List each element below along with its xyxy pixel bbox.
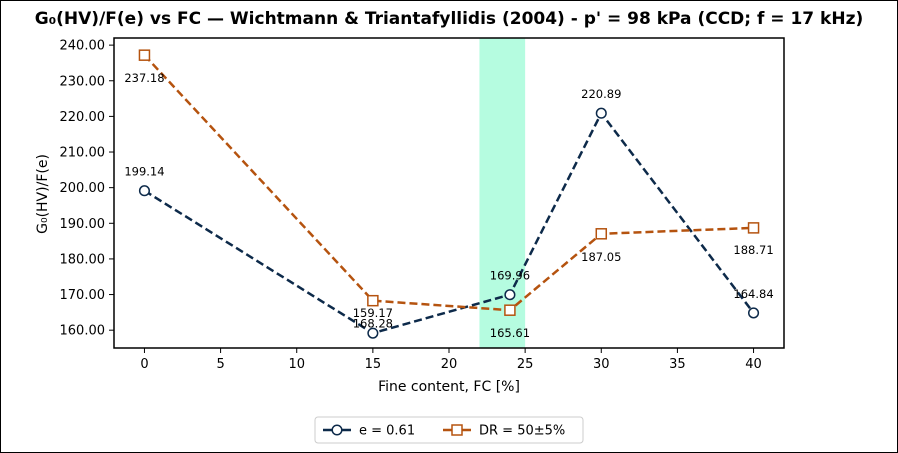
y-tick-label: 170.00 [60, 288, 106, 303]
legend-marker-square [451, 424, 463, 436]
data-label: 165.61 [490, 326, 530, 340]
y-tick-label: 160.00 [60, 324, 106, 339]
x-tick-label: 15 [365, 357, 382, 372]
data-point-square [367, 294, 379, 307]
data-point-circle [138, 185, 151, 197]
x-tick-label: 30 [593, 357, 610, 372]
x-tick-label: 25 [517, 357, 534, 372]
series-line [143, 110, 755, 335]
legend-label: DR = 50±5% [479, 424, 565, 439]
x-tick-label: 20 [441, 357, 458, 372]
legend-label: e = 0.61 [359, 424, 415, 439]
y-tick-label: 210.00 [60, 146, 106, 161]
data-label: 237.18 [124, 71, 164, 85]
data-point-circle [747, 307, 760, 319]
y-tick-label: 220.00 [60, 110, 106, 125]
x-tick-label: 35 [669, 357, 686, 372]
data-label: 199.14 [124, 165, 164, 179]
data-label: 169.96 [490, 269, 530, 283]
plot-area-border [113, 37, 785, 349]
data-label: 188.71 [733, 243, 773, 257]
data-label: 187.05 [581, 250, 621, 264]
data-label: 159.17 [353, 306, 393, 320]
x-tick-label: 0 [140, 357, 148, 372]
chart-title: G₀(HV)/F(e) vs FC — Wichtmann & Triantaf… [35, 9, 864, 29]
data-point-circle [595, 107, 607, 119]
x-axis-label: Fine content, FC [%] [378, 379, 520, 395]
y-tick-label: 190.00 [60, 217, 106, 232]
data-label: 220.89 [581, 87, 621, 101]
x-tick-label: 10 [288, 357, 305, 372]
y-tick-label: 180.00 [60, 252, 106, 267]
x-tick-label: 40 [745, 357, 762, 372]
x-tick-label: 5 [216, 357, 224, 372]
series-line [143, 54, 754, 312]
data-label: 168.28 [353, 317, 393, 331]
data-point-square [747, 222, 760, 234]
data-point-circle [367, 327, 379, 339]
y-axis-label: G₀(HV)/F(e) [35, 154, 51, 234]
y-tick-label: 200.00 [60, 181, 106, 196]
data-point-circle [504, 289, 516, 301]
data-point-square [504, 304, 516, 316]
data-point-square [138, 49, 151, 61]
y-tick-label: 240.00 [60, 39, 106, 54]
legend-marker-circle [331, 424, 343, 436]
legend: e = 0.61 DR = 50±5% [314, 416, 584, 444]
y-tick-label: 230.00 [60, 74, 106, 89]
data-label: 164.84 [733, 287, 773, 301]
data-point-square [595, 228, 608, 240]
